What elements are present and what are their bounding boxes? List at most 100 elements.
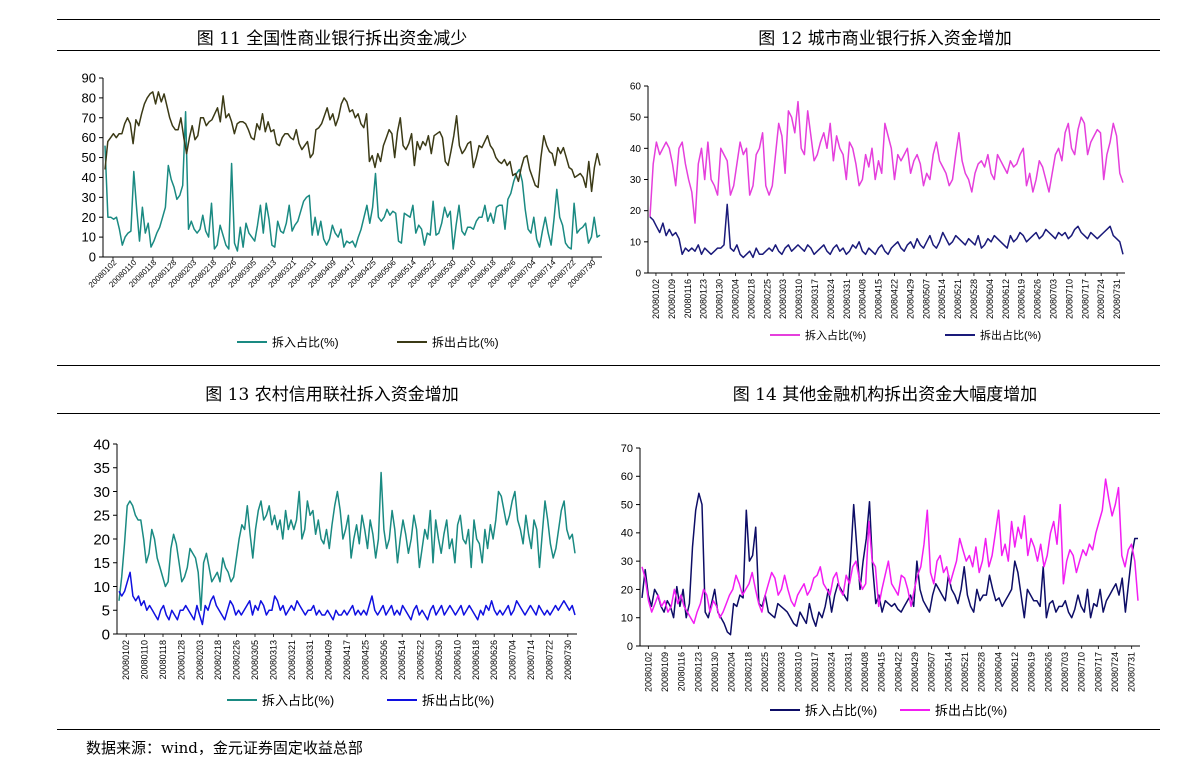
x-tick-label: 20080102 bbox=[643, 652, 653, 692]
x-tick-label: 20080417 bbox=[342, 640, 352, 680]
legend-label: 拆出占比(%) bbox=[980, 328, 1041, 342]
line-chart-12: 0 10 20 30 40 50 60 20080102 20080109 20080116 200… bbox=[630, 82, 1125, 342]
x-tick-label: 20080226 bbox=[232, 640, 242, 680]
legend-label: 拆入占比(%) bbox=[272, 335, 339, 350]
legend-label: 拆出占比(%) bbox=[422, 693, 494, 708]
x-tick-label: 20080612 bbox=[1010, 652, 1020, 692]
y-tick-label: 0 bbox=[89, 250, 96, 265]
x-tick-label: 20080313 bbox=[268, 640, 278, 680]
x-tick-label: 20080703 bbox=[1060, 652, 1070, 692]
y-tick-label: 60 bbox=[621, 471, 633, 483]
x-tick-label: 20080130 bbox=[715, 279, 725, 319]
x-tick-label: 20080303 bbox=[777, 652, 787, 692]
top-rule bbox=[57, 19, 1160, 20]
legend-label: 拆出占比(%) bbox=[935, 703, 1007, 718]
x-tick-label: 20080714 bbox=[526, 640, 536, 680]
x-tick-label: 20080331 bbox=[305, 640, 315, 680]
x-tick-label: 20080317 bbox=[810, 279, 820, 319]
x-tick-label: 20080724 bbox=[1110, 652, 1120, 692]
x-tick-label: 20080710 bbox=[1064, 279, 1074, 319]
x-tick-label: 20080703 bbox=[1048, 279, 1058, 319]
y-tick-label: 30 bbox=[82, 190, 96, 205]
middle-title-rule bbox=[57, 413, 1160, 414]
x-tick-label: 20080321 bbox=[287, 640, 297, 680]
x-tick-label: 20080507 bbox=[927, 652, 937, 692]
y-tick-label: 40 bbox=[630, 144, 642, 155]
x-tick-label: 20080514 bbox=[397, 640, 407, 680]
y-tick-label: 50 bbox=[82, 150, 96, 165]
y-tick-label: 70 bbox=[82, 110, 96, 125]
x-tick-label: 20080310 bbox=[793, 652, 803, 692]
legend-label: 拆出占比(%) bbox=[432, 335, 499, 350]
legend-label: 拆入占比(%) bbox=[262, 693, 334, 708]
x-tick-label: 20080618 bbox=[471, 640, 481, 680]
legend-label: 拆入占比(%) bbox=[805, 328, 866, 342]
x-tick-label: 20080626 bbox=[489, 640, 499, 680]
x-tick-label: 20080722 bbox=[544, 640, 554, 680]
x-tick-label: 20080123 bbox=[693, 652, 703, 692]
x-tick-label: 20080731 bbox=[1112, 279, 1122, 319]
x-tick-label: 20080604 bbox=[985, 279, 995, 319]
x-tick-label: 20080422 bbox=[893, 652, 903, 692]
line-chart-11: 0102030405060708090200801022008011020080… bbox=[82, 71, 602, 350]
series-line-1 bbox=[649, 100, 1124, 224]
y-tick-label: 20 bbox=[630, 206, 642, 217]
x-tick-label: 20080110 bbox=[140, 640, 150, 679]
x-tick-label: 20080225 bbox=[762, 279, 772, 319]
x-tick-label: 20080218 bbox=[743, 652, 753, 692]
y-tick-label: 20 bbox=[93, 531, 110, 548]
y-tick-label: 60 bbox=[82, 130, 96, 145]
x-tick-label: 20080604 bbox=[993, 652, 1003, 692]
x-tick-label: 20080128 bbox=[176, 640, 186, 680]
chart-title-11: 图 11 全国性商业银行拆出资金减少 bbox=[196, 29, 468, 49]
series-line-1 bbox=[118, 471, 576, 612]
x-tick-label: 20080116 bbox=[683, 279, 693, 318]
y-tick-label: 0 bbox=[102, 626, 110, 643]
x-tick-label: 20080612 bbox=[1001, 279, 1011, 319]
x-tick-label: 20080429 bbox=[910, 652, 920, 692]
x-tick-label: 20080204 bbox=[727, 652, 737, 692]
y-tick-label: 50 bbox=[630, 113, 642, 124]
x-tick-label: 20080118 bbox=[158, 640, 168, 679]
x-tick-label: 20080724 bbox=[1096, 279, 1106, 319]
x-tick-label: 20080102 bbox=[121, 640, 131, 680]
x-tick-label: 20080521 bbox=[953, 279, 963, 319]
legend-label: 拆入占比(%) bbox=[805, 703, 877, 718]
x-tick-label: 20080116 bbox=[677, 652, 687, 691]
y-tick-label: 10 bbox=[630, 237, 642, 248]
x-tick-label: 20080130 bbox=[710, 652, 720, 692]
y-tick-label: 10 bbox=[82, 230, 96, 245]
x-tick-label: 20080730 bbox=[563, 640, 573, 680]
x-tick-label: 20080717 bbox=[1080, 279, 1090, 319]
y-tick-label: 60 bbox=[630, 82, 642, 93]
y-tick-label: 25 bbox=[93, 508, 110, 525]
x-tick-label: 20080530 bbox=[434, 640, 444, 680]
y-tick-label: 20 bbox=[82, 210, 96, 225]
y-tick-label: 70 bbox=[621, 443, 633, 455]
y-tick-label: 15 bbox=[93, 555, 110, 572]
x-tick-label: 20080109 bbox=[660, 652, 670, 692]
x-tick-label: 20080310 bbox=[794, 279, 804, 319]
x-tick-label: 20080225 bbox=[760, 652, 770, 692]
series-line-1 bbox=[641, 492, 1138, 636]
y-tick-label: 10 bbox=[93, 579, 110, 596]
x-tick-label: 20080528 bbox=[969, 279, 979, 319]
x-tick-label: 20080425 bbox=[360, 640, 370, 680]
x-tick-label: 20080218 bbox=[746, 279, 756, 319]
x-tick-label: 20080429 bbox=[905, 279, 915, 319]
x-tick-label: 20080514 bbox=[943, 652, 953, 692]
y-tick-label: 0 bbox=[627, 641, 633, 653]
middle-rule bbox=[57, 365, 1160, 366]
y-tick-label: 20 bbox=[621, 584, 633, 596]
chart-title-13: 图 13 农村信用联社拆入资金增加 bbox=[205, 385, 459, 405]
x-tick-label: 20080626 bbox=[1033, 279, 1043, 319]
x-tick-label: 20080521 bbox=[960, 652, 970, 692]
x-tick-label: 20080514 bbox=[937, 279, 947, 319]
x-tick-label: 20080522 bbox=[416, 640, 426, 680]
x-tick-label: 20080528 bbox=[977, 652, 987, 692]
x-tick-label: 20080324 bbox=[826, 279, 836, 319]
x-tick-label: 20080203 bbox=[195, 640, 205, 680]
y-tick-label: 5 bbox=[102, 603, 110, 620]
y-tick-label: 90 bbox=[82, 71, 96, 86]
y-tick-label: 40 bbox=[93, 436, 110, 453]
